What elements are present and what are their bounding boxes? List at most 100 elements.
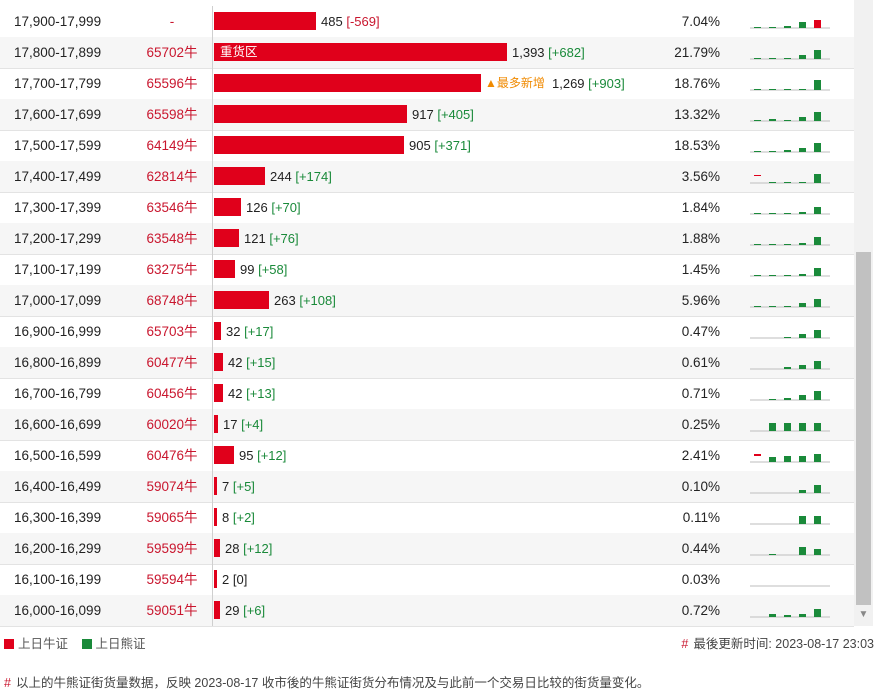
cbbc-code[interactable]: 60020牛 — [146, 417, 198, 432]
cbbc-code[interactable]: 60456牛 — [146, 386, 198, 401]
price-range: 17,600-17,699 — [14, 107, 102, 122]
cbbc-code[interactable]: 63546牛 — [146, 200, 198, 215]
price-range: 16,200-16,299 — [14, 541, 102, 556]
table-row: 16,800-16,899 60477牛 42 [+15] 0.61% — [0, 347, 854, 379]
legend-bear-label: 上日熊证 — [95, 637, 146, 651]
cbbc-code[interactable]: 60477牛 — [146, 355, 198, 370]
axis-divider — [212, 37, 213, 68]
amount-change: [0] — [232, 572, 248, 587]
outstanding-amount: 95 [+12] — [239, 440, 286, 471]
volume-bar — [214, 384, 223, 402]
axis-divider — [212, 6, 213, 37]
axis-divider — [212, 316, 213, 347]
bull-swatch-icon — [4, 639, 14, 649]
volume-bar — [214, 601, 220, 619]
cbbc-code[interactable]: 65702牛 — [146, 45, 198, 60]
table-row: 16,500-16,599 60476牛 95 [+12] 2.41% — [0, 440, 854, 472]
amount-change: [+17] — [244, 324, 274, 339]
amount-value: 17 — [223, 417, 238, 432]
scroll-thumb[interactable] — [856, 252, 871, 605]
price-range: 17,100-17,199 — [14, 262, 102, 277]
amount-change: [+405] — [437, 107, 474, 122]
outstanding-amount: 7 [+5] — [222, 471, 255, 502]
history-sparkline — [750, 609, 830, 618]
percentage: 0.03% — [681, 572, 720, 587]
amount-value: 7 — [222, 479, 230, 494]
axis-divider — [212, 409, 213, 440]
outstanding-amount: 917 [+405] — [412, 99, 474, 130]
sparkline-bar — [814, 330, 821, 338]
amount-change: [+2] — [232, 510, 255, 525]
cbbc-code[interactable]: 59065牛 — [146, 510, 198, 525]
amount-value: 95 — [239, 448, 254, 463]
price-range: 16,700-16,799 — [14, 386, 102, 401]
percentage: 1.45% — [681, 262, 720, 277]
percentage: 7.04% — [681, 14, 720, 29]
volume-bar — [214, 105, 407, 123]
outstanding-amount: 485 [-569] — [321, 6, 380, 37]
percentage: 3.56% — [681, 169, 720, 184]
cbbc-code[interactable]: - — [169, 14, 175, 29]
history-sparkline — [750, 174, 830, 184]
price-range: 16,000-16,099 — [14, 603, 102, 618]
outstanding-amount: 42 [+13] — [228, 378, 275, 409]
cbbc-code[interactable]: 65596牛 — [146, 76, 198, 91]
outstanding-amount: 99 [+58] — [240, 254, 287, 285]
volume-bar — [214, 198, 241, 216]
vertical-scrollbar[interactable]: ▼ — [854, 0, 873, 626]
axis-divider — [212, 285, 213, 316]
history-sparkline — [750, 391, 830, 401]
cbbc-code[interactable]: 60476牛 — [146, 448, 198, 463]
cbbc-code[interactable]: 68748牛 — [146, 293, 198, 308]
sparkline-bar — [769, 399, 776, 400]
outstanding-amount: 29 [+6] — [225, 595, 265, 626]
percentage: 2.41% — [681, 448, 720, 463]
cbbc-code[interactable]: 65598牛 — [146, 107, 198, 122]
cbbc-code[interactable]: 64149牛 — [146, 138, 198, 153]
sparkline-bar — [799, 423, 806, 431]
outstanding-amount: 28 [+12] — [225, 533, 272, 564]
sparkline-bar — [799, 55, 806, 59]
price-range: 17,500-17,599 — [14, 138, 102, 153]
history-sparkline — [750, 20, 830, 29]
sparkline-bar — [784, 398, 791, 400]
outstanding-amount: 905 [+371] — [409, 130, 471, 161]
sparkline-bar — [799, 614, 806, 617]
table-row: 17,700-17,799 65596牛 ▲最多新增 1,269 [+903] 18.7… — [0, 68, 854, 100]
table-row: 17,200-17,299 63548牛 121 [+76] 1.88% — [0, 223, 854, 255]
amount-value: 905 — [409, 138, 431, 153]
cbbc-code[interactable]: 59051牛 — [146, 603, 198, 618]
outstanding-amount: 1,269 [+903] — [552, 68, 625, 99]
history-sparkline — [750, 330, 830, 339]
volume-bar — [214, 508, 217, 526]
cbbc-code[interactable]: 62814牛 — [146, 169, 198, 184]
axis-divider — [212, 564, 213, 595]
axis-divider — [212, 130, 213, 161]
price-range: 16,400-16,499 — [14, 479, 102, 494]
cbbc-code[interactable]: 63548牛 — [146, 231, 198, 246]
sparkline-bar — [769, 457, 776, 462]
cbbc-code[interactable]: 59594牛 — [146, 572, 198, 587]
axis-divider — [212, 161, 213, 192]
amount-value: 485 — [321, 14, 343, 29]
heavy-zone-label: 重货区 — [220, 45, 258, 59]
amount-change: [+5] — [232, 479, 255, 494]
volume-bar — [214, 167, 265, 185]
sparkline-bar — [799, 212, 806, 214]
cbbc-code[interactable]: 63275牛 — [146, 262, 198, 277]
scroll-down-arrow-icon[interactable]: ▼ — [858, 609, 869, 620]
cbbc-code[interactable]: 65703牛 — [146, 324, 198, 339]
axis-divider — [212, 533, 213, 564]
axis-divider — [212, 68, 213, 99]
amount-change: [+174] — [295, 169, 332, 184]
percentage: 18.53% — [674, 138, 720, 153]
cbbc-code[interactable]: 59074牛 — [146, 479, 198, 494]
percentage: 1.84% — [681, 200, 720, 215]
amount-value: 917 — [412, 107, 434, 122]
percentage: 0.44% — [681, 541, 720, 556]
sparkline-bar — [754, 120, 761, 121]
cbbc-code[interactable]: 59599牛 — [146, 541, 198, 556]
table-row: 16,600-16,699 60020牛 17 [+4] 0.25% — [0, 409, 854, 441]
percentage: 18.76% — [674, 76, 720, 91]
volume-bar — [214, 136, 404, 154]
